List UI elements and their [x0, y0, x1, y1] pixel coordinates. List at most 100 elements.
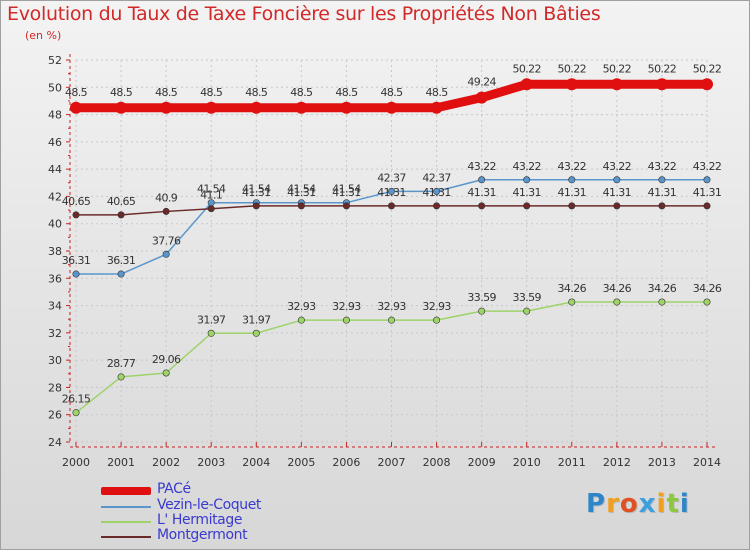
data-label-pac: 48.5 [290, 86, 313, 99]
data-label-montgermont: 41.31 [603, 186, 632, 199]
data-label-montgermont: 41.31 [287, 186, 316, 199]
data-point-pac [115, 101, 128, 114]
legend-label-l-hermitage: L' Hermitage [157, 512, 243, 528]
data-label-l-hermitage: 29.06 [152, 353, 181, 366]
data-point-l-hermitage [478, 307, 486, 315]
data-point-montgermont [297, 202, 305, 210]
data-label-l-hermitage: 31.97 [197, 313, 226, 326]
data-label-montgermont: 40.9 [155, 191, 178, 204]
data-label-vezin-le-coquet: 43.22 [603, 160, 632, 173]
data-label-pac: 48.5 [426, 86, 449, 99]
data-point-pac [430, 101, 443, 114]
chart-title: Evolution du Taux de Taxe Foncière sur l… [7, 3, 601, 25]
data-label-vezin-le-coquet: 36.31 [62, 254, 91, 267]
data-label-l-hermitage: 32.93 [422, 300, 451, 313]
proxiti-logo: Proxiti [586, 489, 690, 519]
data-point-pac [520, 78, 533, 91]
data-point-vezin-le-coquet [433, 187, 441, 195]
data-point-pac [295, 101, 308, 114]
data-point-vezin-le-coquet [162, 250, 170, 258]
data-point-l-hermitage [613, 298, 621, 306]
x-tick-label: 2010 [513, 456, 541, 469]
data-labels: 36.31 36.31 37.76 41.54 41.54 41.54 41.54 42.37… [62, 62, 723, 406]
x-tick-label: 2005 [287, 456, 315, 469]
y-tick-label: 24 [48, 436, 62, 449]
data-label-montgermont: 41.31 [332, 186, 361, 199]
data-point-l-hermitage [703, 298, 711, 306]
data-label-l-hermitage: 34.26 [558, 282, 587, 295]
data-label-l-hermitage: 28.77 [107, 357, 136, 370]
data-label-l-hermitage: 32.93 [377, 300, 406, 313]
data-label-l-hermitage: 31.97 [242, 313, 271, 326]
series-montgermont [72, 202, 711, 219]
data-point-montgermont [523, 202, 531, 210]
x-tick-label: 2013 [648, 456, 676, 469]
logo-letter: r [606, 489, 620, 519]
data-label-l-hermitage: 34.26 [648, 282, 677, 295]
data-label-pac: 48.5 [380, 86, 403, 99]
data-label-vezin-le-coquet: 43.22 [467, 160, 496, 173]
data-label-pac: 48.5 [155, 86, 178, 99]
legend-label-montgermont: Montgermont [157, 527, 248, 543]
series-l-hermitage [72, 298, 711, 417]
x-tick-label: 2007 [378, 456, 406, 469]
logo-letter: i [656, 489, 667, 519]
data-label-pac: 48.5 [200, 86, 223, 99]
data-label-pac: 50.22 [648, 62, 677, 75]
data-point-l-hermitage [207, 329, 215, 337]
data-point-montgermont [433, 202, 441, 210]
data-point-l-hermitage [568, 298, 576, 306]
y-tick-label: 42 [48, 190, 62, 203]
data-point-pac [475, 91, 488, 104]
data-point-montgermont [568, 202, 576, 210]
logo-letter: o [619, 489, 639, 519]
data-label-l-hermitage: 26.15 [62, 393, 91, 406]
data-label-montgermont: 41.31 [648, 186, 677, 199]
data-point-pac [655, 78, 668, 91]
data-point-l-hermitage [387, 316, 395, 324]
data-point-montgermont [658, 202, 666, 210]
data-label-montgermont: 41.31 [512, 186, 541, 199]
data-point-montgermont [162, 207, 170, 215]
data-point-l-hermitage [342, 316, 350, 324]
data-point-montgermont [387, 202, 395, 210]
y-tick-label: 36 [48, 272, 62, 285]
x-tick-label: 2000 [62, 456, 90, 469]
data-label-vezin-le-coquet: 43.22 [693, 160, 722, 173]
data-label-l-hermitage: 34.26 [693, 282, 722, 295]
x-tick-label: 2006 [332, 456, 360, 469]
data-point-l-hermitage [252, 329, 260, 337]
y-tick-label: 34 [48, 300, 62, 313]
data-point-montgermont [252, 202, 260, 210]
y-tick-label: 48 [48, 109, 62, 122]
data-point-montgermont [72, 211, 80, 219]
data-label-pac: 48.5 [335, 86, 358, 99]
x-tick-label: 2003 [197, 456, 225, 469]
x-tick-label: 2011 [558, 456, 586, 469]
data-label-l-hermitage: 33.59 [512, 291, 541, 304]
data-point-l-hermitage [117, 373, 125, 381]
data-point-l-hermitage [658, 298, 666, 306]
data-label-montgermont: 41.1 [200, 189, 222, 202]
data-label-montgermont: 41.31 [422, 186, 451, 199]
data-point-vezin-le-coquet [613, 176, 621, 184]
data-label-vezin-le-coquet: 43.22 [648, 160, 677, 173]
y-axis-unit: (en %) [25, 29, 62, 42]
series-lines [70, 78, 713, 417]
data-point-l-hermitage [72, 409, 80, 417]
legend-swatch-montgermont [101, 536, 151, 538]
data-point-montgermont [613, 202, 621, 210]
y-tick-label: 40 [48, 218, 62, 231]
data-point-montgermont [342, 202, 350, 210]
data-label-vezin-le-coquet: 42.37 [377, 171, 406, 184]
y-tick-label: 44 [48, 163, 62, 176]
data-point-vezin-le-coquet [523, 176, 531, 184]
grid-lines [75, 59, 708, 443]
x-tick-label: 2001 [107, 456, 135, 469]
x-tick-label: 2012 [603, 456, 631, 469]
logo-letter: i [679, 489, 690, 519]
series-pac [70, 78, 713, 114]
data-point-pac [340, 101, 353, 114]
data-label-pac: 48.5 [65, 86, 88, 99]
